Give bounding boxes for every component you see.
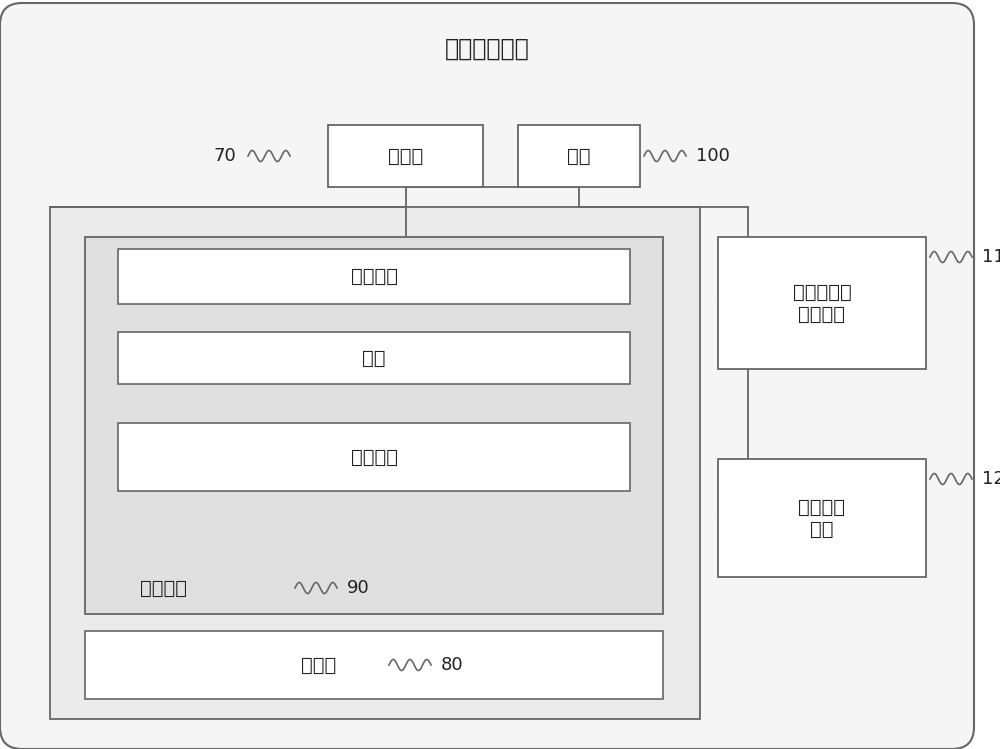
Text: 有线或无线
网络接口: 有线或无线 网络接口 <box>793 282 851 324</box>
FancyBboxPatch shape <box>85 237 663 614</box>
Text: 120: 120 <box>982 470 1000 488</box>
FancyBboxPatch shape <box>118 249 630 304</box>
FancyBboxPatch shape <box>718 237 926 369</box>
FancyBboxPatch shape <box>518 125 640 187</box>
Text: 70: 70 <box>213 147 236 165</box>
Text: 100: 100 <box>696 147 730 165</box>
Text: 操作系统: 操作系统 <box>351 267 398 286</box>
FancyBboxPatch shape <box>0 3 974 749</box>
Text: 应用程序: 应用程序 <box>351 447 398 467</box>
Text: 电源: 电源 <box>567 147 591 166</box>
Text: 存储器: 存储器 <box>301 655 337 675</box>
Text: 数据: 数据 <box>362 348 386 368</box>
Text: 处理器: 处理器 <box>388 147 423 166</box>
FancyBboxPatch shape <box>118 332 630 384</box>
Text: 80: 80 <box>441 656 464 674</box>
FancyBboxPatch shape <box>118 423 630 491</box>
FancyBboxPatch shape <box>85 631 663 699</box>
Text: 存储介质: 存储介质 <box>140 578 187 598</box>
FancyBboxPatch shape <box>328 125 483 187</box>
Text: 输入输出
接口: 输入输出 接口 <box>798 497 845 539</box>
Text: 90: 90 <box>347 579 370 597</box>
FancyBboxPatch shape <box>718 459 926 577</box>
Text: 作业批改设备: 作业批改设备 <box>445 37 529 61</box>
FancyBboxPatch shape <box>50 207 700 719</box>
Text: 110: 110 <box>982 248 1000 266</box>
